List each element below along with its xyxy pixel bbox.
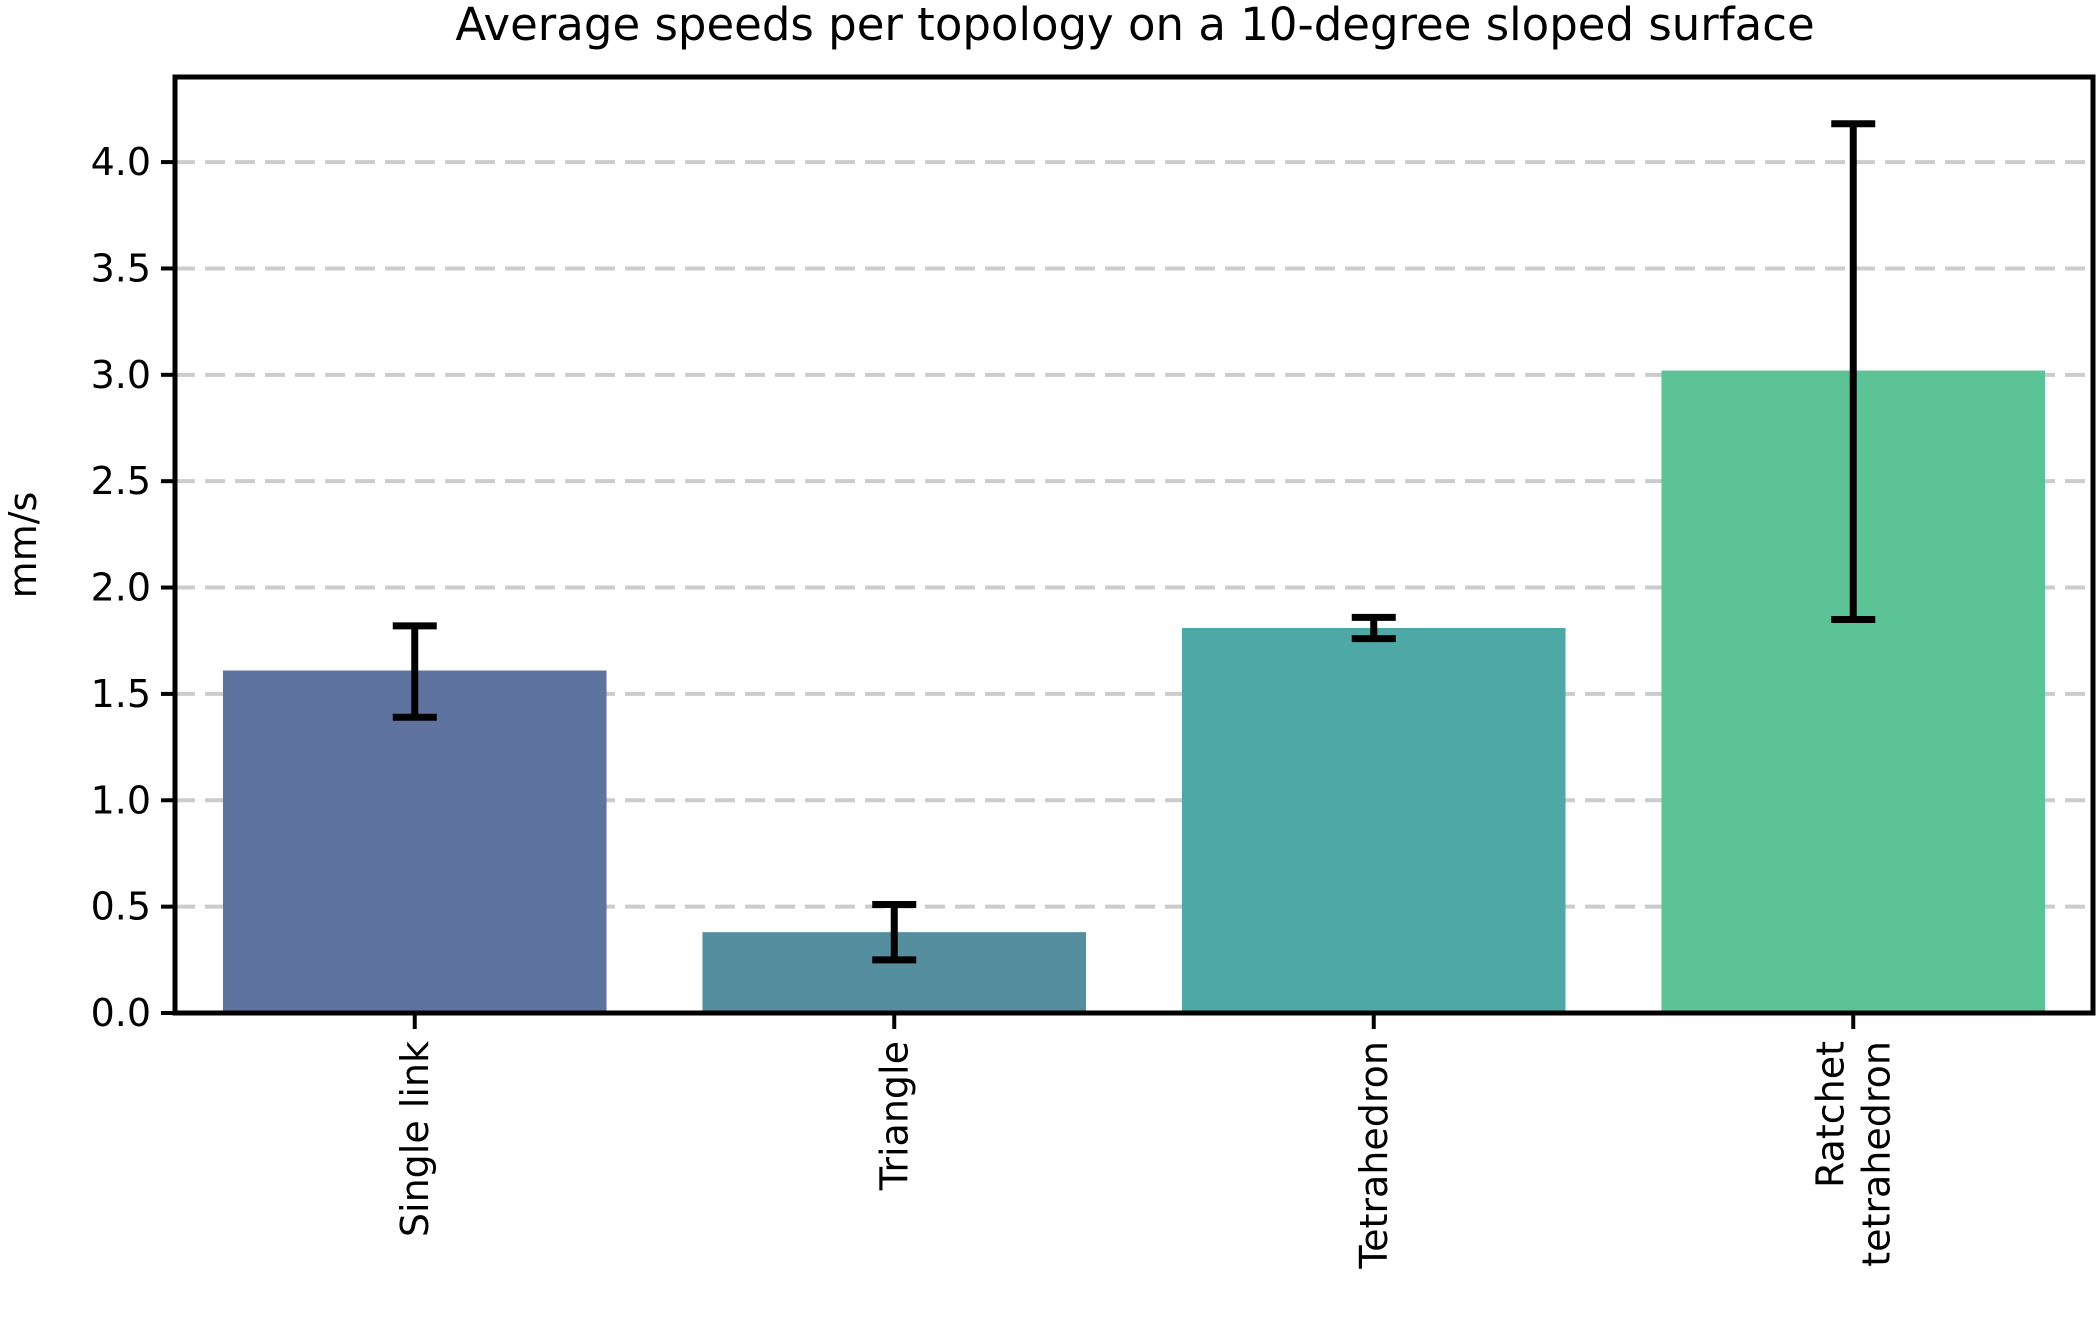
y-tick-label: 2.0	[91, 566, 151, 610]
plot-frame	[172, 74, 2096, 1016]
y-tick-label: 4.0	[91, 140, 151, 184]
x-tick-label: Tetrahedron	[1352, 1041, 1396, 1270]
y-tick-label: 3.5	[91, 246, 151, 290]
y-tick-label: 1.0	[91, 778, 151, 822]
y-axis-label: mm/s	[1, 492, 45, 599]
x-tick-label: Single link	[393, 1041, 437, 1237]
bar	[222, 670, 607, 1013]
x-tick-label: tetrahedron	[1854, 1041, 1898, 1267]
chart-title: Average speeds per topology on a 10-degr…	[455, 0, 1814, 51]
y-axis-ticks: 0.0 0.5 1.0 1.5 2.0 2.5 3.0 3.5 4.0	[91, 140, 175, 1035]
y-tick-label: 2.5	[91, 459, 151, 503]
x-axis-ticks: Single link Triangle Tetrahedron Ratchet tet…	[393, 1013, 1898, 1270]
x-tick-label: Triangle	[872, 1041, 916, 1191]
y-tick-label: 1.5	[91, 672, 151, 716]
y-tick-label: 0.0	[91, 991, 151, 1035]
y-tick-label: 0.5	[91, 885, 151, 929]
y-tick-label: 3.0	[91, 353, 151, 397]
error-bars	[392, 120, 1876, 964]
x-tick-label: Ratchet	[1808, 1041, 1852, 1188]
bar	[1181, 627, 1566, 1013]
bars	[222, 370, 2046, 1014]
